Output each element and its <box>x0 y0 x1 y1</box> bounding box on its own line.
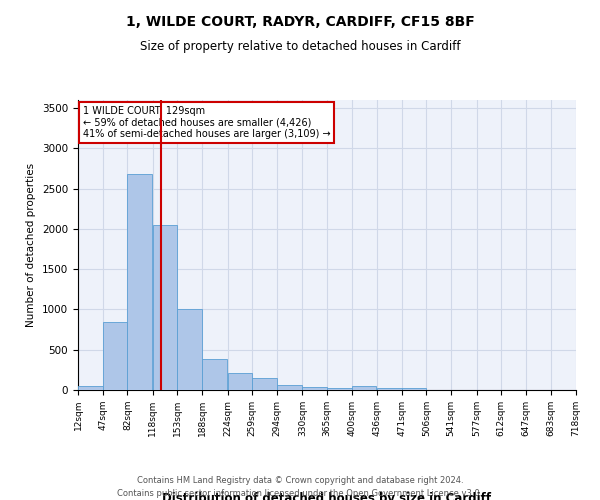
Text: Size of property relative to detached houses in Cardiff: Size of property relative to detached ho… <box>140 40 460 53</box>
Bar <box>352 386 376 390</box>
Text: Contains HM Land Registry data © Crown copyright and database right 2024.: Contains HM Land Registry data © Crown c… <box>137 476 463 485</box>
Bar <box>202 358 227 390</box>
Text: 1 WILDE COURT: 129sqm
← 59% of detached houses are smaller (4,426)
41% of semi-d: 1 WILDE COURT: 129sqm ← 59% of detached … <box>83 106 331 139</box>
Text: 1, WILDE COURT, RADYR, CARDIFF, CF15 8BF: 1, WILDE COURT, RADYR, CARDIFF, CF15 8BF <box>125 15 475 29</box>
Bar <box>227 373 252 390</box>
Text: Contains public sector information licensed under the Open Government Licence v3: Contains public sector information licen… <box>118 488 482 498</box>
Bar <box>127 174 152 390</box>
Bar <box>153 225 178 390</box>
Bar <box>327 388 352 390</box>
Bar <box>277 385 302 390</box>
Bar <box>377 388 402 390</box>
Bar <box>302 387 327 390</box>
Bar <box>178 310 202 390</box>
Bar <box>402 388 427 390</box>
Bar <box>78 386 103 390</box>
X-axis label: Distribution of detached houses by size in Cardiff: Distribution of detached houses by size … <box>163 492 491 500</box>
Bar <box>252 378 277 390</box>
Y-axis label: Number of detached properties: Number of detached properties <box>26 163 37 327</box>
Bar <box>103 322 127 390</box>
